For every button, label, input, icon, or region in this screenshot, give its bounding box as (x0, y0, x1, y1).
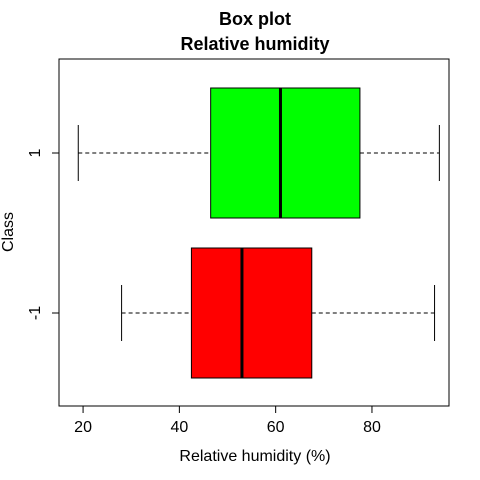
x-tick-label: 40 (170, 419, 188, 436)
x-axis-label: Relative humidity (%) (179, 448, 330, 465)
y-tick-label: 1 (27, 148, 44, 157)
y-axis-label: Class (0, 212, 17, 252)
chart-subtitle: Relative humidity (180, 34, 329, 54)
chart-title: Box plot (219, 9, 291, 29)
x-axis: 20 40 60 80 (74, 405, 381, 436)
x-tick-label: 20 (74, 419, 92, 436)
box-series-group (77, 87, 440, 379)
x-tick-label: 60 (267, 419, 285, 436)
iqr-box (210, 87, 361, 219)
y-axis: 1 -1 (27, 148, 60, 320)
x-tick-label: 80 (363, 419, 381, 436)
box--1 (121, 247, 436, 379)
iqr-box (190, 247, 313, 379)
box-1 (77, 87, 440, 219)
y-tick-label: -1 (27, 306, 44, 320)
